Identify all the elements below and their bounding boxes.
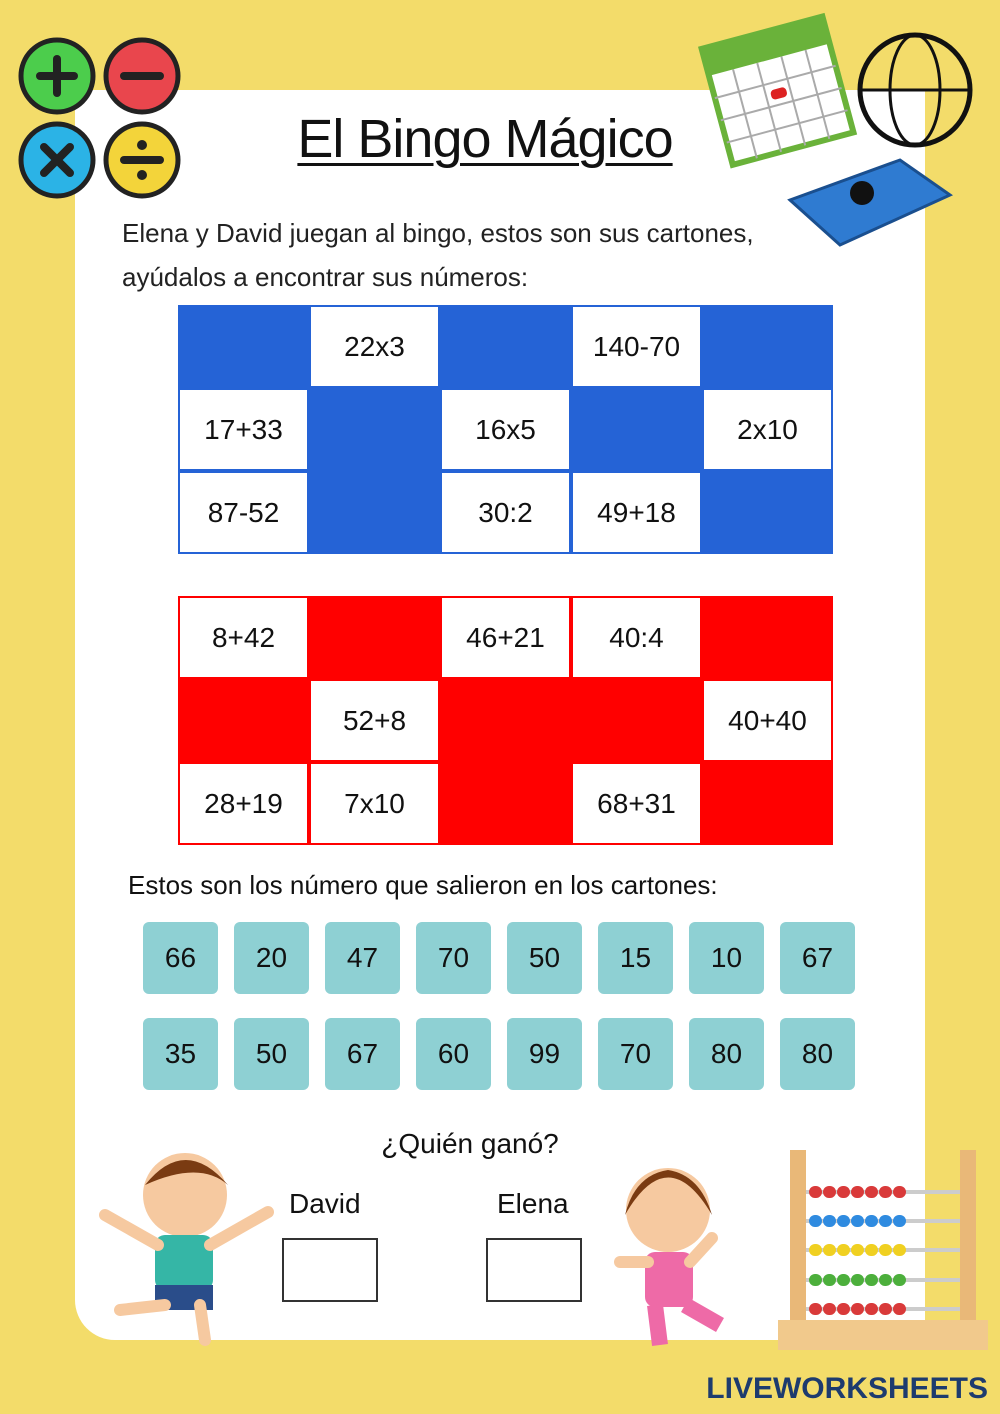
card-cell: 52+8 [309,679,440,762]
card-cell: 40:4 [571,596,702,679]
player-name: Elena [497,1188,569,1219]
card-cell: 7x10 [309,762,440,845]
number-tile: 67 [325,1018,400,1090]
numbers-heading: Estos son los número que salieron en los… [128,870,718,900]
number-tile: 60 [416,1018,491,1090]
card-cell: 68+31 [571,762,702,845]
filled-cell [178,679,309,762]
number-tile: 50 [234,1018,309,1090]
number-tile: 15 [598,922,673,994]
filled-cell [178,305,309,388]
filled-cell [309,596,440,679]
answer-box[interactable] [486,1238,582,1302]
number-tile: 99 [507,1018,582,1090]
footer-logo: LIVEWORKSHEETS [706,1372,988,1405]
card-cell: 2x10 [702,388,833,471]
filled-cell [702,305,833,388]
number-tile: 70 [598,1018,673,1090]
card-cell: 22x3 [309,305,440,388]
filled-cell [440,305,571,388]
boy [99,1153,274,1346]
filled-cell [702,596,833,679]
card-cell: 17+33 [178,388,309,471]
intro-line: ayúdalos a encontrar sus números: [122,262,529,292]
card-cell: 49+18 [571,471,702,554]
girl [614,1168,724,1346]
number-tile: 50 [507,922,582,994]
player-name: David [289,1188,361,1219]
card-cell: 28+19 [178,762,309,845]
filled-cell [440,679,571,762]
card-cell: 87-52 [178,471,309,554]
number-tile: 10 [689,922,764,994]
filled-cell [571,679,702,762]
filled-cell [702,471,833,554]
number-tile: 80 [780,1018,855,1090]
number-tile: 67 [780,922,855,994]
abacus [778,1150,988,1350]
number-tile: 35 [143,1018,218,1090]
filled-cell [571,388,702,471]
question: ¿Quién ganó? [381,1128,559,1159]
card-cell: 46+21 [440,596,571,679]
title: El Bingo Mágico [297,109,673,169]
filled-cell [309,471,440,554]
card-cell: 40+40 [702,679,833,762]
filled-cell [309,388,440,471]
card-cell: 30:2 [440,471,571,554]
filled-cell [702,762,833,845]
number-tile: 70 [416,922,491,994]
card-cell: 16x5 [440,388,571,471]
card-cell: 140-70 [571,305,702,388]
number-tile: 80 [689,1018,764,1090]
card-cell: 8+42 [178,596,309,679]
number-tile: 47 [325,922,400,994]
filled-cell [440,762,571,845]
number-tile: 66 [143,922,218,994]
answer-box[interactable] [282,1238,378,1302]
number-tile: 20 [234,922,309,994]
intro-line: Elena y David juegan al bingo, estos son… [122,218,754,248]
